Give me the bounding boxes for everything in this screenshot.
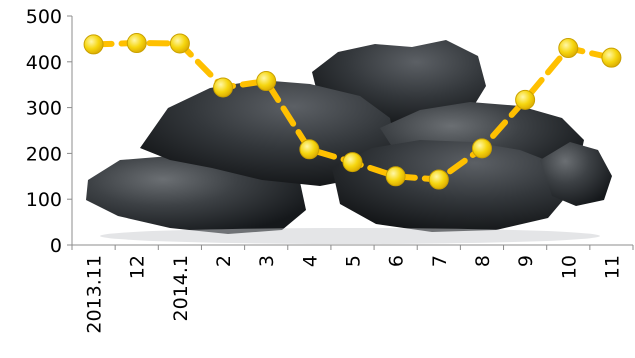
- y-tick-label: 300: [26, 98, 62, 120]
- data-point: [515, 89, 536, 110]
- y-axis-ticks: 0 100 200 300 400 500: [26, 6, 72, 257]
- coal-lump-bottom-right: [332, 140, 570, 232]
- x-tick-label: 12: [127, 255, 149, 279]
- x-tick-label: 2013.11: [84, 255, 106, 334]
- y-tick-label: 400: [26, 52, 62, 74]
- axes: 0 100 200 300 400 500 2013.11 12 2014.1 2 3 4 5 6 7 8 9…: [26, 6, 634, 334]
- x-tick-label: 7: [429, 255, 451, 267]
- x-tick-label: 10: [558, 255, 580, 279]
- x-tick-label: 2: [213, 255, 235, 267]
- y-tick-label: 200: [26, 143, 62, 165]
- coal-lump-middle: [140, 80, 396, 186]
- y-tick-label: 100: [26, 189, 62, 211]
- data-point: [299, 139, 320, 160]
- data-point: [471, 138, 492, 159]
- x-tick-label: 4: [299, 255, 321, 267]
- data-point: [213, 77, 234, 98]
- coal-shadow: [100, 228, 600, 244]
- data-point: [558, 38, 579, 59]
- x-axis-ticks: 2013.11 12 2014.1 2 3 4 5 6 7 8 9 10 11: [71, 245, 634, 334]
- x-tick-label: 9: [515, 255, 537, 267]
- x-tick-label: 8: [472, 255, 494, 267]
- data-point: [169, 33, 190, 54]
- data-point: [83, 34, 104, 55]
- data-point: [428, 169, 449, 190]
- data-point: [342, 152, 363, 173]
- data-point: [126, 33, 147, 54]
- series-layer: [83, 33, 622, 190]
- data-point: [385, 166, 406, 187]
- coal-lumps-background-image: [86, 40, 612, 244]
- x-tick-label: 6: [386, 255, 408, 267]
- x-tick-label: 2014.1: [170, 255, 192, 321]
- x-tick-label: 5: [343, 255, 365, 267]
- y-tick-label: 0: [50, 235, 62, 257]
- data-point: [601, 47, 622, 68]
- coal-lump-far-right: [540, 142, 612, 206]
- y-tick-label: 500: [26, 6, 62, 28]
- data-point: [256, 71, 277, 92]
- x-tick-label: 3: [256, 255, 278, 267]
- x-tick-label: 11: [601, 255, 623, 279]
